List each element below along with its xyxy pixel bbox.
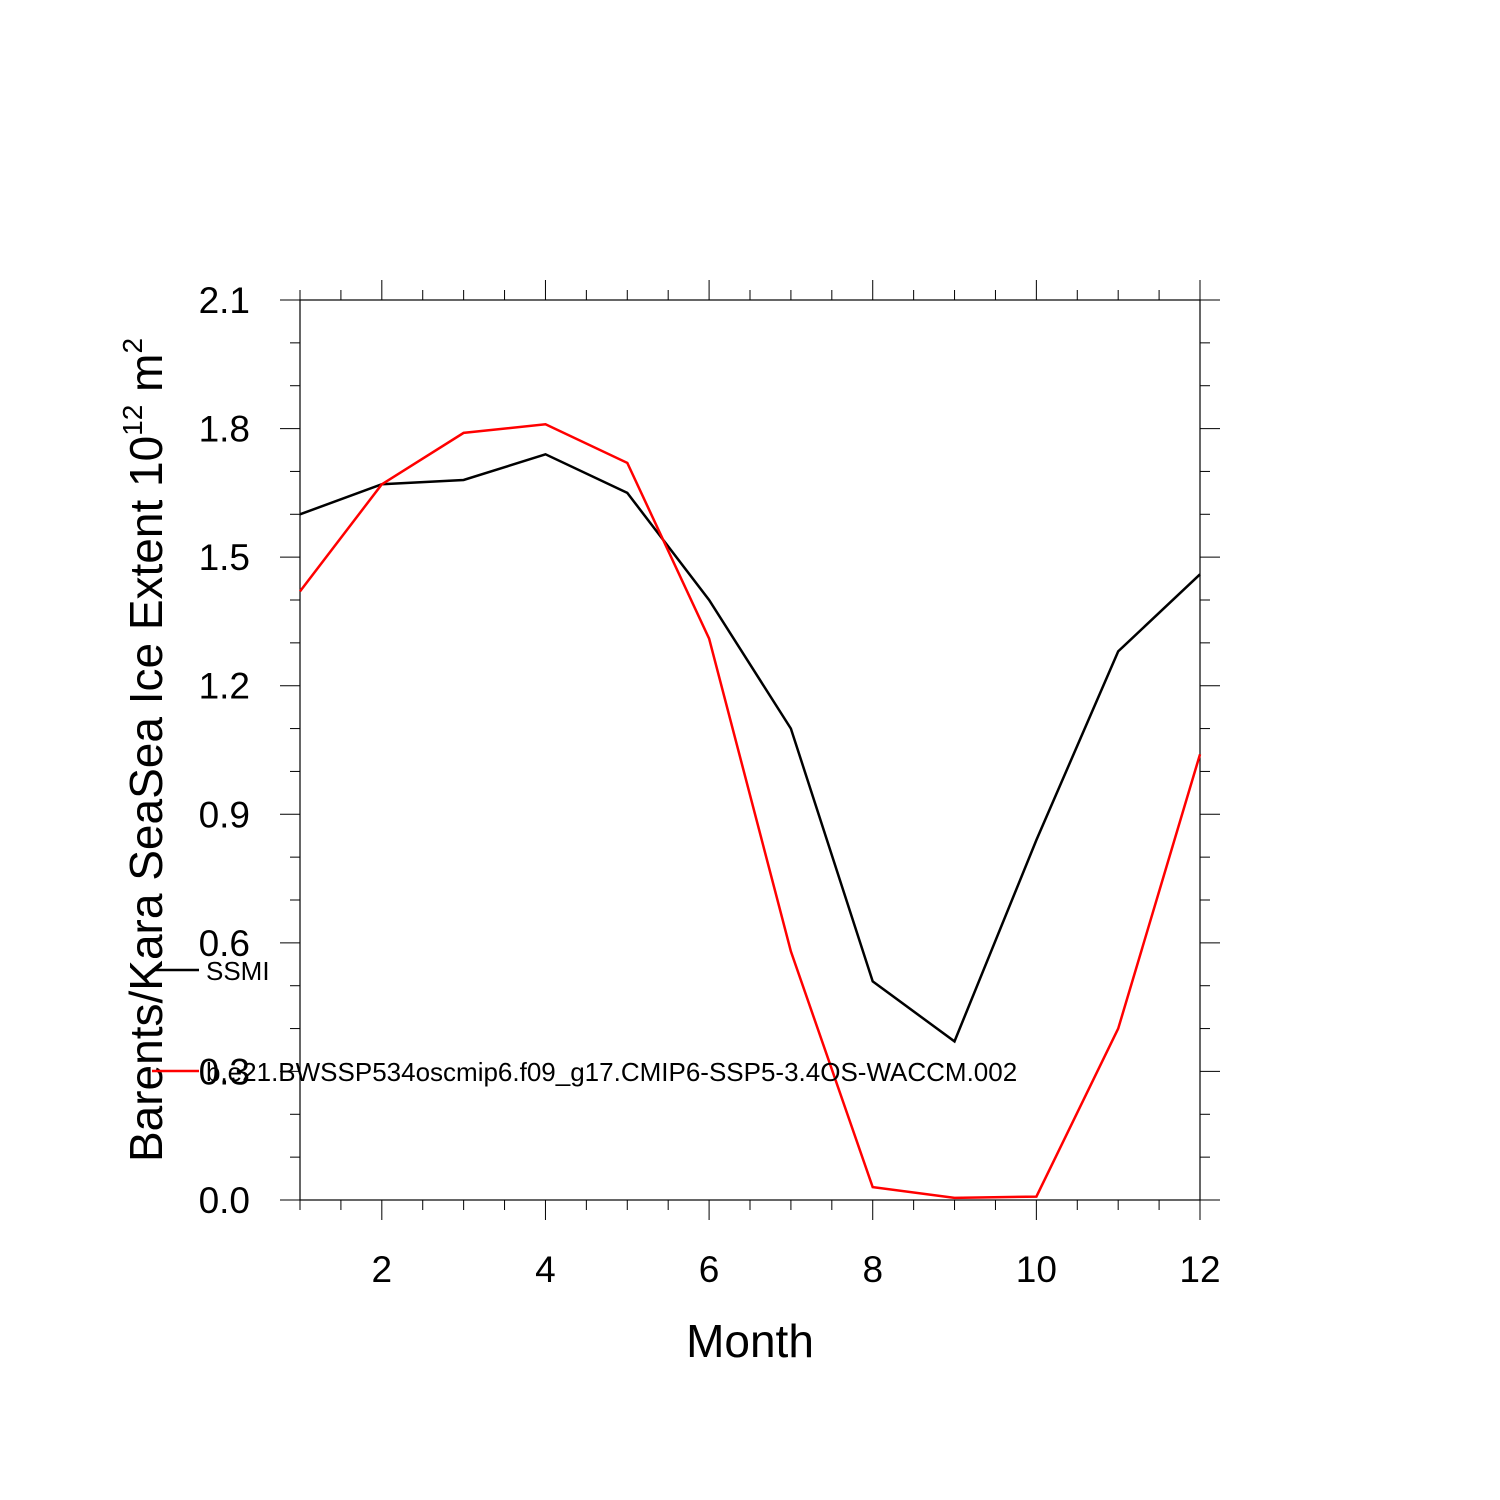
series-line-ssmi: [299, 452, 1201, 1044]
y-tick-label: 1.5: [199, 537, 250, 578]
x-tick-label: 4: [535, 1249, 556, 1290]
y-tick-label: 0.3: [199, 1051, 250, 1092]
y-tick-label: 0.6: [199, 923, 250, 964]
y-axis-title-unit: m: [120, 354, 172, 405]
y-axis-title-main: Barents/Kara SeaSea Ice Extent 10: [120, 436, 172, 1162]
legend-label-model: b.e21.BWSSP534oscmip6.f09_g17.CMIP6-SSP5…: [206, 1057, 1017, 1087]
y-axis-title-exponent-2: 2: [117, 338, 148, 354]
y-tick-label: 2.1: [199, 280, 250, 321]
y-axis-title: Barents/Kara SeaSea Ice Extent 1012 m2: [117, 338, 172, 1162]
tick-labels: 2 4 6 8 10 12 0.0 0.3 0.6 0.9 1.2 1.5 1.8 2.1: [199, 280, 1221, 1290]
legend: SSMI b.e21.BWSSP534oscmip6.f09_g17.CMIP6…: [152, 956, 1017, 1087]
y-axis-title-exponent-1: 12: [117, 405, 148, 436]
x-tick-label: 12: [1179, 1249, 1220, 1290]
legend-label-ssmi: SSMI: [206, 956, 270, 986]
x-tick-label: 10: [1016, 1249, 1057, 1290]
y-tick-label: 1.8: [199, 409, 250, 450]
y-tick-label: 1.2: [199, 666, 250, 707]
axis-ticks: [280, 280, 1220, 1220]
x-axis-title: Month: [686, 1315, 814, 1367]
series-lines: [299, 423, 1202, 1200]
x-tick-label: 8: [862, 1249, 883, 1290]
series-line-model: [299, 423, 1202, 1200]
x-tick-label: 2: [372, 1249, 393, 1290]
y-tick-label: 0.9: [199, 794, 250, 835]
y-tick-label: 0.0: [199, 1180, 250, 1221]
x-tick-label: 6: [699, 1249, 720, 1290]
